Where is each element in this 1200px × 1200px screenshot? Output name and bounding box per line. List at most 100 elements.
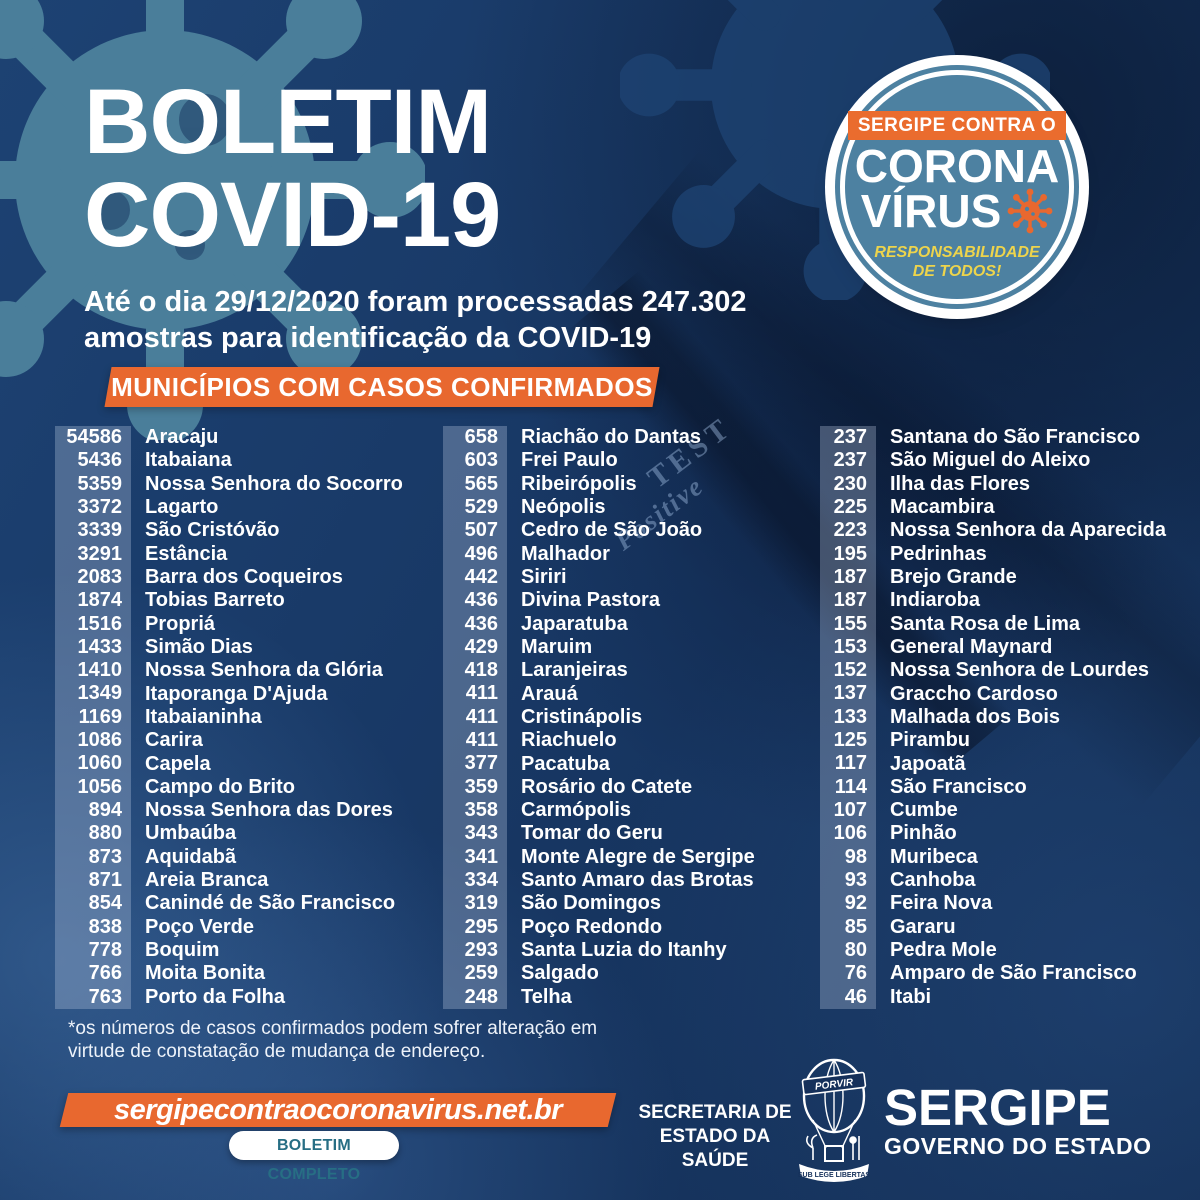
table-row: 5436 Itabaiana bbox=[55, 449, 440, 473]
case-count: 418 bbox=[443, 659, 507, 683]
table-row: 85 Gararu bbox=[820, 915, 1192, 939]
case-count: 358 bbox=[443, 799, 507, 823]
case-count: 76 bbox=[820, 962, 876, 986]
case-count: 187 bbox=[820, 589, 876, 613]
table-row: 854 Canindé de São Francisco bbox=[55, 892, 440, 916]
table-row: 411 Riachuelo bbox=[443, 729, 815, 753]
table-row: 106 Pinhão bbox=[820, 822, 1192, 846]
municipality-name: Cumbe bbox=[890, 799, 958, 822]
website-banner[interactable]: sergipecontraocoronavirus.net.br bbox=[59, 1093, 617, 1127]
title-line-2: COVID-19 bbox=[84, 164, 501, 266]
municipality-name: São Francisco bbox=[890, 775, 1027, 798]
table-row: 358 Carmópolis bbox=[443, 799, 815, 823]
municipality-name: Laranjeiras bbox=[521, 659, 628, 682]
table-row: 1169 Itabaianinha bbox=[55, 705, 440, 730]
municipality-name: Brejo Grande bbox=[890, 566, 1017, 589]
municipality-name: Poço Verde bbox=[145, 915, 254, 938]
table-row: 763 Porto da Folha bbox=[55, 985, 440, 1009]
case-count: 137 bbox=[820, 682, 876, 706]
secretaria-label: SECRETARIA DE ESTADO DA SAÚDE bbox=[630, 1101, 800, 1173]
table-row: 92 Feira Nova bbox=[820, 892, 1192, 916]
table-row: 507 Cedro de São João bbox=[443, 519, 815, 543]
case-count: 93 bbox=[820, 868, 876, 893]
municipality-name: Lagarto bbox=[145, 496, 219, 519]
table-row: 3291 Estância bbox=[55, 542, 440, 566]
case-count: 117 bbox=[820, 752, 876, 776]
case-count: 107 bbox=[820, 799, 876, 823]
table-row: 1060 Capela bbox=[55, 752, 440, 776]
table-row: 341 Monte Alegre de Sergipe bbox=[443, 845, 815, 869]
municipality-name: Riachão do Dantas bbox=[521, 426, 702, 449]
table-row: 871 Areia Branca bbox=[55, 868, 440, 893]
municipality-name: Pacatuba bbox=[521, 752, 610, 775]
table-row: 114 São Francisco bbox=[820, 775, 1192, 799]
table-row: 429 Maruim bbox=[443, 635, 815, 660]
case-count: 3372 bbox=[55, 495, 131, 520]
virus-icon bbox=[1007, 188, 1053, 234]
municipality-name: Gararu bbox=[890, 915, 956, 938]
case-count: 436 bbox=[443, 612, 507, 636]
table-row: 125 Pirambu bbox=[820, 729, 1192, 753]
case-count: 5436 bbox=[55, 449, 131, 473]
campaign-badge: SERGIPE CONTRA O CORONA VÍRUS bbox=[840, 70, 1074, 304]
municipality-name: Areia Branca bbox=[145, 869, 269, 892]
table-row: 343 Tomar do Geru bbox=[443, 822, 815, 846]
table-row: 442 Siriri bbox=[443, 565, 815, 590]
case-count: 1086 bbox=[55, 729, 131, 753]
case-count: 3339 bbox=[55, 519, 131, 543]
table-row: 334 Santo Amaro das Brotas bbox=[443, 868, 815, 893]
municipality-name: Macambira bbox=[890, 496, 995, 519]
municipality-name: Itabi bbox=[890, 985, 932, 1008]
footnote-line-2: virtude de constatação de mudança de end… bbox=[68, 1041, 486, 1062]
case-count: 436 bbox=[443, 589, 507, 613]
municipality-name: Riachuelo bbox=[521, 729, 617, 752]
municipality-name: Nossa Senhora de Lourdes bbox=[890, 659, 1149, 682]
website-url: sergipecontraocoronavirus.net.br bbox=[113, 1094, 563, 1126]
case-count: 1169 bbox=[55, 705, 131, 730]
case-count: 187 bbox=[820, 565, 876, 590]
municipality-name: Japaratuba bbox=[521, 612, 628, 635]
table-row: 1516 Propriá bbox=[55, 612, 440, 636]
municipality-name: Barra dos Coqueiros bbox=[145, 566, 343, 589]
case-count: 565 bbox=[443, 472, 507, 496]
table-row: 603 Frei Paulo bbox=[443, 449, 815, 473]
table-row: 3339 São Cristóvão bbox=[55, 519, 440, 543]
case-count: 442 bbox=[443, 565, 507, 590]
case-count: 293 bbox=[443, 938, 507, 963]
case-count: 603 bbox=[443, 449, 507, 473]
municipality-name: Estância bbox=[145, 542, 228, 565]
municipality-name: Japoatã bbox=[890, 752, 966, 775]
table-row: 225 Macambira bbox=[820, 495, 1192, 520]
case-count: 230 bbox=[820, 472, 876, 496]
municipality-name: Monte Alegre de Sergipe bbox=[521, 845, 755, 868]
virus-decoration-icon bbox=[0, 0, 425, 440]
municipality-name: Nossa Senhora da Glória bbox=[145, 659, 383, 682]
emblem-ribbon-text: SUB LEGE LIBERTAS bbox=[798, 1172, 871, 1179]
case-count: 766 bbox=[55, 962, 131, 986]
emblem-band-text: PORVIR bbox=[814, 1077, 854, 1093]
municipality-name: Porto da Folha bbox=[145, 985, 285, 1008]
municipality-name: Cristinápolis bbox=[521, 705, 643, 728]
case-count: 153 bbox=[820, 635, 876, 660]
case-count: 85 bbox=[820, 915, 876, 939]
case-count: 259 bbox=[443, 962, 507, 986]
table-row: 133 Malhada dos Bois bbox=[820, 705, 1192, 730]
municipality-name: Itabaianinha bbox=[145, 705, 262, 728]
secretaria-line-1: SECRETARIA DE bbox=[638, 1102, 792, 1123]
table-row: 155 Santa Rosa de Lima bbox=[820, 612, 1192, 636]
boletim-completo-button[interactable]: BOLETIM COMPLETO bbox=[229, 1131, 399, 1183]
municipality-name: Salgado bbox=[521, 962, 599, 985]
section-banner-label: MUNICÍPIOS COM CASOS CONFIRMADOS bbox=[111, 372, 653, 402]
case-count: 248 bbox=[443, 985, 507, 1009]
table-row: 436 Japaratuba bbox=[443, 612, 815, 636]
table-row: 766 Moita Bonita bbox=[55, 962, 440, 986]
municipality-name: Indiaroba bbox=[890, 589, 981, 612]
table-row: 838 Poço Verde bbox=[55, 915, 440, 939]
case-count: 496 bbox=[443, 542, 507, 566]
table-row: 1056 Campo do Brito bbox=[55, 775, 440, 799]
case-count: 334 bbox=[443, 868, 507, 893]
case-count: 3291 bbox=[55, 542, 131, 566]
municipality-name: Nossa Senhora da Aparecida bbox=[890, 519, 1167, 542]
municipality-name: Santa Luzia do Itanhy bbox=[521, 939, 727, 962]
case-count: 377 bbox=[443, 752, 507, 776]
